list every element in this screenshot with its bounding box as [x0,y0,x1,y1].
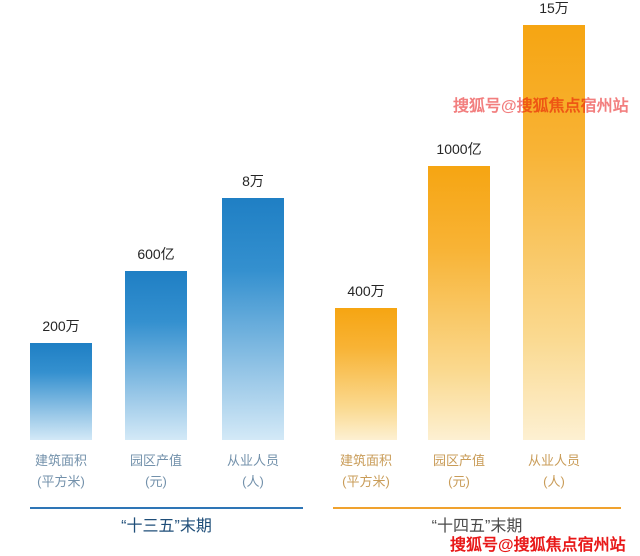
bar-value-label: 400万 [347,283,385,299]
bar-value-label: 600亿 [137,246,175,262]
group-label-13th: “十三五”末期 [121,518,212,535]
axis-label-line1: 建筑面积 [34,453,87,468]
axis-label-line1: 建筑面积 [339,453,392,468]
axis-label-14th-building-area: 建筑面积 (平方米) [314,450,418,492]
axis-label-line2: (人) [543,474,565,489]
plot-area: 200万 600亿 8万 400万 1000亿 15万 [30,0,585,440]
axis-label-line2: (元) [145,474,167,489]
watermark-text-top: 搜狐号@搜狐焦点宿州站 [453,98,629,115]
bar-14th-park-output [428,166,490,440]
bar-column-13th-employees: 8万 [222,171,284,440]
bar-value-label: 200万 [42,318,80,334]
bar-14th-building-area [335,308,397,440]
axis-label-14th-park-output: 园区产值 (元) [407,450,511,492]
axis-label-13th-building-area: 建筑面积 (平方米) [9,450,113,492]
bar-column-13th-building-area: 200万 [30,316,92,440]
axis-label-line2: (平方米) [37,474,85,489]
group-underline-13th [30,507,303,509]
axis-label-line1: 从业人员 [527,453,580,468]
bar-value-label: 1000亿 [436,141,482,157]
bar-column-14th-employees: 15万 [523,0,585,440]
group-label-14th: “十四五”末期 [431,518,523,535]
bar-column-14th-building-area: 400万 [335,281,397,440]
bar-13th-employees [222,198,284,440]
bar-column-13th-park-output: 600亿 [125,244,187,440]
bar-value-label: 8万 [242,173,264,189]
bar-13th-park-output [125,271,187,440]
bar-13th-building-area [30,343,92,440]
axis-label-line2: (平方米) [342,474,390,489]
bar-14th-employees [523,25,585,440]
axis-label-13th-employees: 从业人员 (人) [201,450,305,492]
axis-label-line1: 从业人员 [226,453,279,468]
axis-label-line2: (人) [242,474,264,489]
watermark-text-bottom: 搜狐号@搜狐焦点宿州站 [450,537,626,554]
axis-label-14th-employees: 从业人员 (人) [502,450,606,492]
bar-value-label: 15万 [539,0,569,16]
axis-label-line2: (元) [448,474,470,489]
axis-label-line1: 园区产值 [129,453,182,468]
bar-column-14th-park-output: 1000亿 [428,139,490,440]
axis-label-line1: 园区产值 [432,453,485,468]
axis-label-13th-park-output: 园区产值 (元) [104,450,208,492]
group-underline-14th [333,507,621,509]
